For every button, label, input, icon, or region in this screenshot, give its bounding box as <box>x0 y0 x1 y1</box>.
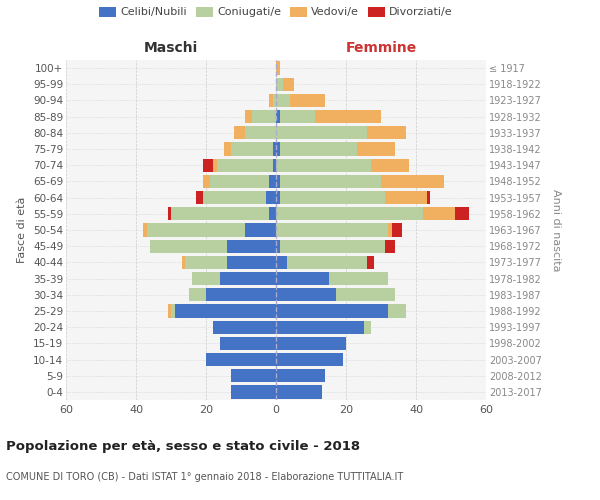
Bar <box>213 320 276 334</box>
Bar <box>290 94 325 107</box>
Bar <box>276 94 290 107</box>
Bar <box>182 256 185 269</box>
Bar <box>203 175 209 188</box>
Bar <box>385 240 395 253</box>
Bar <box>230 386 276 398</box>
Bar <box>272 158 276 172</box>
Bar <box>276 78 283 91</box>
Bar <box>206 288 276 302</box>
Bar <box>276 386 322 398</box>
Bar <box>364 320 371 334</box>
Bar <box>329 272 388 285</box>
Bar <box>388 304 406 318</box>
Bar <box>381 175 444 188</box>
Bar <box>276 62 280 74</box>
Bar <box>245 224 276 236</box>
Bar <box>276 110 280 124</box>
Bar <box>276 126 367 140</box>
Bar <box>276 175 280 188</box>
Bar <box>276 158 371 172</box>
Bar <box>230 369 276 382</box>
Bar <box>269 207 276 220</box>
Bar <box>272 94 276 107</box>
Bar <box>269 175 276 188</box>
Bar <box>280 110 314 124</box>
Bar <box>371 158 409 172</box>
Text: Maschi: Maschi <box>144 41 198 55</box>
Text: Femmine: Femmine <box>346 41 416 55</box>
Bar <box>423 207 455 220</box>
Bar <box>188 288 206 302</box>
Text: Popolazione per età, sesso e stato civile - 2018: Popolazione per età, sesso e stato civil… <box>6 440 360 453</box>
Bar <box>213 158 217 172</box>
Bar <box>276 256 287 269</box>
Bar <box>276 142 280 156</box>
Bar <box>367 126 406 140</box>
Bar <box>227 256 276 269</box>
Bar <box>276 207 423 220</box>
Bar <box>385 191 427 204</box>
Text: COMUNE DI TORO (CB) - Dati ISTAT 1° gennaio 2018 - Elaborazione TUTTITALIA.IT: COMUNE DI TORO (CB) - Dati ISTAT 1° genn… <box>6 472 403 482</box>
Bar <box>280 142 356 156</box>
Bar <box>272 142 276 156</box>
Bar <box>455 207 469 220</box>
Bar <box>220 272 276 285</box>
Bar <box>209 175 269 188</box>
Bar <box>276 191 280 204</box>
Bar <box>367 256 374 269</box>
Bar <box>280 240 385 253</box>
Bar <box>230 142 272 156</box>
Y-axis label: Anni di nascita: Anni di nascita <box>551 188 561 271</box>
Bar <box>427 191 430 204</box>
Bar <box>265 191 276 204</box>
Bar <box>314 110 381 124</box>
Bar <box>192 272 220 285</box>
Bar <box>283 78 293 91</box>
Bar <box>146 224 245 236</box>
Bar <box>280 191 385 204</box>
Bar <box>220 336 276 350</box>
Bar <box>392 224 402 236</box>
Bar <box>196 191 203 204</box>
Bar <box>276 304 388 318</box>
Bar <box>167 304 171 318</box>
Bar <box>269 94 272 107</box>
Bar <box>227 240 276 253</box>
Bar <box>223 142 230 156</box>
Bar <box>276 288 335 302</box>
Bar <box>171 207 269 220</box>
Bar <box>251 110 276 124</box>
Y-axis label: Fasce di età: Fasce di età <box>17 197 28 263</box>
Bar <box>276 369 325 382</box>
Bar <box>276 224 388 236</box>
Bar <box>276 240 280 253</box>
Bar <box>171 304 175 318</box>
Bar <box>335 288 395 302</box>
Bar <box>185 256 227 269</box>
Bar <box>234 126 245 140</box>
Bar <box>276 272 329 285</box>
Bar <box>388 224 392 236</box>
Bar <box>150 240 227 253</box>
Bar <box>206 353 276 366</box>
Bar <box>276 353 343 366</box>
Bar <box>280 175 381 188</box>
Bar <box>245 126 276 140</box>
Bar <box>287 256 367 269</box>
Bar <box>167 207 171 220</box>
Bar <box>203 191 265 204</box>
Bar <box>276 336 346 350</box>
Bar <box>143 224 146 236</box>
Bar <box>245 110 251 124</box>
Bar <box>175 304 276 318</box>
Legend: Celibi/Nubili, Coniugati/e, Vedovi/e, Divorziati/e: Celibi/Nubili, Coniugati/e, Vedovi/e, Di… <box>97 4 455 20</box>
Bar <box>217 158 272 172</box>
Bar <box>203 158 213 172</box>
Bar <box>276 320 364 334</box>
Bar <box>356 142 395 156</box>
